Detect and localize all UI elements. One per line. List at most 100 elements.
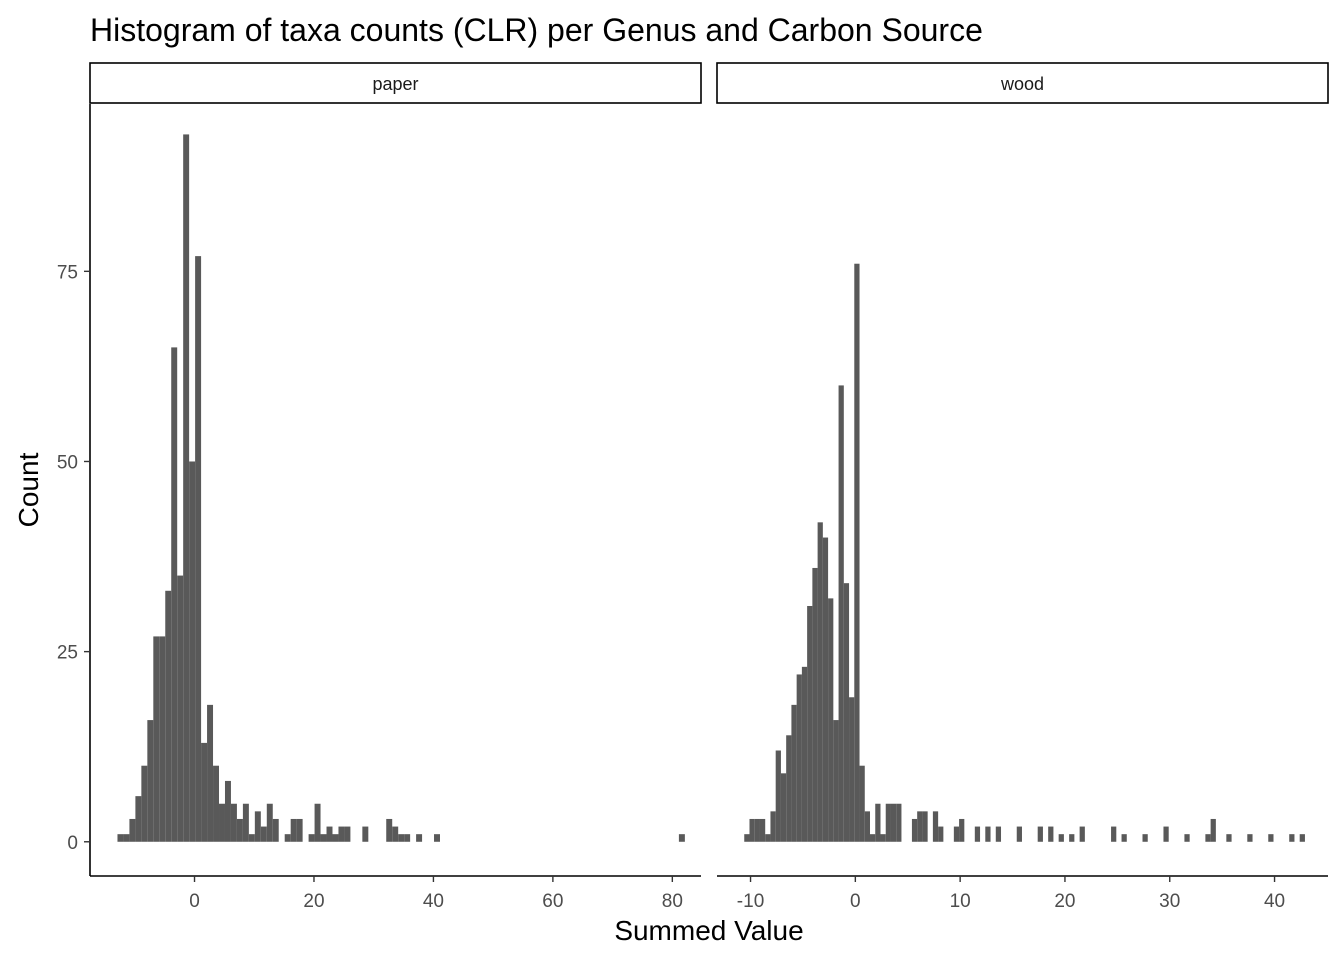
histogram-bar: [308, 834, 315, 842]
x-tick-label: 60: [542, 891, 563, 912]
histogram-bar: [796, 674, 802, 842]
histogram-bar: [985, 826, 991, 842]
histogram-bar: [807, 605, 813, 842]
y-axis: 0 25 50 75: [57, 104, 91, 876]
histogram-bar: [326, 826, 333, 842]
facet-panel-wood: wood -10 0 10 20 30 40: [716, 62, 1329, 912]
histogram-bar: [207, 704, 214, 842]
x-tick-label: 40: [423, 891, 444, 912]
histogram-bar: [822, 537, 829, 842]
histogram-bar: [854, 263, 860, 842]
histogram-bar: [1210, 818, 1216, 842]
histogram-bar: [416, 834, 423, 842]
histogram-bar: [386, 818, 393, 842]
histogram-bar: [974, 826, 981, 842]
histogram-bar: [362, 826, 369, 842]
histogram-bar: [1058, 834, 1064, 842]
histogram-bar: [959, 818, 965, 842]
x-tick-label: 10: [950, 891, 971, 912]
histogram-bar: [159, 636, 166, 842]
histogram-bar: [749, 818, 755, 842]
histogram-bar: [201, 742, 208, 842]
facet-strip-label: paper: [372, 74, 418, 94]
histogram-bar: [230, 803, 237, 842]
histogram-bar: [817, 522, 823, 842]
histogram-bar: [870, 834, 876, 842]
histogram-bar: [284, 834, 291, 842]
histogram-bar: [1299, 834, 1305, 842]
histogram-bar: [765, 834, 771, 842]
histogram-bar: [344, 826, 351, 842]
histogram-bar: [135, 796, 142, 842]
histogram-bar: [1184, 834, 1190, 842]
y-tick-label: 25: [57, 643, 78, 664]
facet-strip: [89, 62, 702, 104]
histogram-bar: [177, 575, 184, 842]
histogram-bar: [1079, 826, 1085, 842]
histogram-bar: [896, 803, 902, 842]
facet-strip: [716, 62, 1329, 104]
histogram-bar: [434, 834, 440, 842]
histogram-bar: [332, 834, 339, 842]
histogram-bar: [859, 765, 865, 842]
histogram-bar: [1016, 826, 1022, 842]
histogram-bar: [875, 803, 881, 842]
histogram-bar: [219, 803, 225, 842]
x-tick-label: -10: [737, 891, 764, 912]
histogram-bar: [932, 811, 939, 842]
histogram-bar: [314, 803, 321, 842]
histogram-bar: [1142, 834, 1148, 842]
histogram-bar: [248, 834, 255, 842]
histogram-bar: [890, 803, 897, 842]
histogram-bar: [770, 811, 776, 842]
histogram-bar: [938, 826, 944, 842]
histogram-bar: [1289, 834, 1295, 842]
histogram-bar: [1111, 826, 1117, 842]
histogram-bar: [922, 811, 928, 842]
histogram-bar: [1268, 834, 1274, 842]
histogram-bar: [754, 818, 760, 842]
histogram-bar: [296, 818, 303, 842]
histogram-bar: [189, 461, 196, 842]
histogram-bar: [1069, 834, 1075, 842]
histogram-bar: [812, 567, 818, 842]
x-tick-label: 0: [189, 891, 200, 912]
histogram-bar: [1226, 834, 1232, 842]
x-tick-label: 20: [303, 891, 324, 912]
x-tick-label: 20: [1054, 891, 1075, 912]
histogram-bar: [1121, 834, 1127, 842]
histogram-bar: [123, 834, 130, 842]
chart-title: Histogram of taxa counts (CLR) per Genus…: [90, 12, 983, 48]
histogram-bar: [141, 765, 148, 842]
histogram-bar: [254, 811, 261, 842]
histogram-bar: [849, 697, 855, 842]
histogram-bar: [801, 666, 808, 842]
histogram-bar: [338, 826, 345, 842]
histogram-bar: [236, 818, 243, 842]
facet-panel-paper: paper 0 20 40 60 80: [89, 62, 702, 912]
histogram-bar: [775, 750, 781, 842]
histogram-bar: [195, 256, 202, 842]
x-tick-label: 30: [1159, 891, 1180, 912]
histogram-bar: [117, 834, 124, 842]
histogram-bar: [828, 598, 834, 842]
histogram-bar: [1048, 826, 1054, 842]
histogram-bar: [843, 583, 850, 842]
histogram-bar: [1163, 826, 1169, 842]
x-axis-title: Summed Value: [614, 915, 803, 946]
histogram-bar: [183, 134, 190, 842]
histogram-bar: [786, 735, 792, 842]
histogram-bar: [917, 811, 923, 842]
histogram-bar: [153, 636, 160, 842]
histogram-bar: [392, 826, 399, 842]
histogram-bar: [404, 834, 411, 842]
histogram-bar: [165, 590, 172, 842]
x-tick-label: 0: [850, 891, 861, 912]
facet-strip-label: wood: [1000, 74, 1044, 94]
histogram-bar: [129, 818, 136, 842]
histogram-bar: [290, 818, 297, 842]
histogram-bar: [885, 803, 891, 842]
histogram-bar: [213, 765, 220, 842]
histogram-bar: [171, 347, 178, 842]
